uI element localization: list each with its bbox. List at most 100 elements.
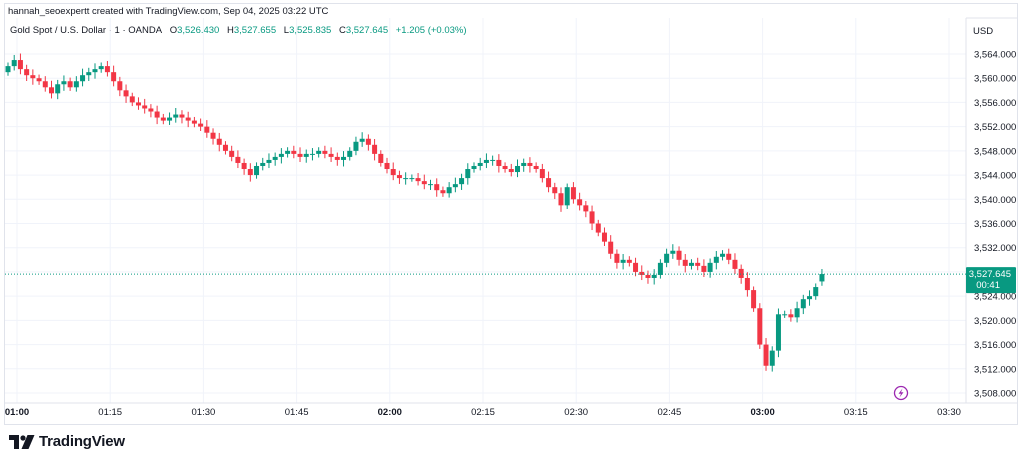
candle — [738, 264, 744, 284]
candle — [807, 290, 813, 306]
candle-body — [626, 259, 632, 263]
candle — [247, 163, 253, 182]
candle — [80, 68, 86, 87]
candle-body — [123, 90, 129, 97]
candle — [303, 149, 309, 163]
candle — [421, 174, 427, 190]
candle-body — [651, 274, 657, 278]
candle-body — [720, 253, 726, 257]
candle-body — [452, 184, 458, 188]
candle-body — [353, 141, 359, 151]
candle-body — [707, 262, 713, 272]
candle — [198, 118, 204, 132]
candle — [117, 76, 123, 97]
currency-label[interactable]: USD — [973, 26, 994, 37]
candle — [372, 138, 378, 161]
candle — [782, 310, 788, 318]
high-value: 3,527.655 — [233, 25, 277, 36]
last-price-label: 3,527.645 00:41 — [966, 267, 1016, 294]
y-tick-label: 3,540.000 — [974, 195, 1016, 206]
candle — [11, 54, 17, 71]
candle — [42, 76, 48, 92]
candle-body — [98, 66, 104, 70]
candle-body — [782, 314, 788, 316]
candle — [800, 294, 806, 315]
candle-body — [645, 274, 651, 278]
candle — [763, 338, 769, 371]
candle-body — [173, 114, 179, 118]
low-label: L — [283, 25, 290, 36]
lightning-icon[interactable] — [893, 385, 909, 401]
candle-body — [142, 105, 148, 109]
candle — [434, 178, 440, 197]
candle — [204, 120, 210, 138]
low-value: 3,525.835 — [289, 25, 332, 36]
candle — [720, 250, 726, 261]
candle — [341, 151, 347, 167]
chart-frame — [4, 3, 1018, 425]
candle-body — [440, 190, 446, 194]
candle-body — [73, 81, 79, 88]
candle — [490, 155, 496, 166]
candle-body — [185, 117, 191, 121]
candle — [819, 268, 825, 286]
candle-body — [316, 150, 322, 154]
candle-body — [564, 187, 570, 206]
candle-body — [657, 262, 663, 275]
candle — [30, 69, 36, 85]
candle — [378, 150, 384, 167]
candle-body — [428, 184, 434, 186]
candle-body — [297, 153, 303, 157]
candle — [595, 219, 601, 237]
y-tick-label: 3,516.000 — [974, 340, 1016, 351]
x-tick-label: 02:45 — [658, 407, 682, 418]
candle-body — [459, 178, 465, 185]
candle-body — [303, 153, 309, 157]
candle — [751, 286, 757, 312]
candle-body — [465, 169, 471, 179]
candle-body — [378, 153, 384, 163]
candle-body — [682, 259, 688, 266]
candle — [17, 53, 23, 75]
candle — [160, 113, 166, 125]
candle — [104, 61, 110, 77]
candle — [61, 75, 67, 91]
candle — [788, 309, 794, 322]
candle — [496, 154, 502, 173]
x-tick-label: 03:15 — [844, 407, 868, 418]
candle-body — [688, 262, 694, 266]
candle — [570, 182, 576, 204]
candle — [465, 163, 471, 185]
candle — [726, 248, 732, 265]
candle-body — [365, 138, 371, 145]
candle — [403, 172, 409, 185]
candle — [135, 97, 141, 110]
time-axis[interactable]: 01:00 01:15 01:30 01:45 02:00 02:15 02:30 02:45… — [5, 407, 961, 418]
candle-body — [384, 162, 390, 170]
candle — [614, 249, 620, 269]
candle-body — [179, 114, 185, 118]
candle — [384, 157, 390, 174]
y-tick-label: 3,548.000 — [974, 146, 1016, 157]
candle-body — [471, 165, 477, 170]
candle-body — [278, 153, 284, 157]
candle-body — [546, 178, 552, 188]
candle-body — [48, 87, 54, 94]
candle-body — [117, 81, 123, 91]
ohlc-legend: Gold Spot / U.S. Dollar · 1 · OANDA O3,5… — [10, 25, 467, 36]
candle — [608, 235, 614, 259]
candle — [633, 257, 639, 277]
candle — [546, 171, 552, 193]
x-tick-label: 01:45 — [285, 407, 309, 418]
candle — [732, 253, 738, 274]
candle — [695, 257, 701, 271]
symbol-title[interactable]: Gold Spot / U.S. Dollar · 1 · OANDA — [10, 25, 163, 36]
candle — [452, 177, 458, 193]
candle-body — [807, 296, 813, 300]
tradingview-logo[interactable]: TradingView — [9, 433, 125, 450]
price-axis[interactable]: 3,508.000 3,512.000 3,516.000 3,520.000 3,52… — [974, 50, 1016, 400]
candle-body — [514, 165, 520, 173]
candle-body — [30, 75, 36, 79]
candle — [154, 105, 160, 125]
